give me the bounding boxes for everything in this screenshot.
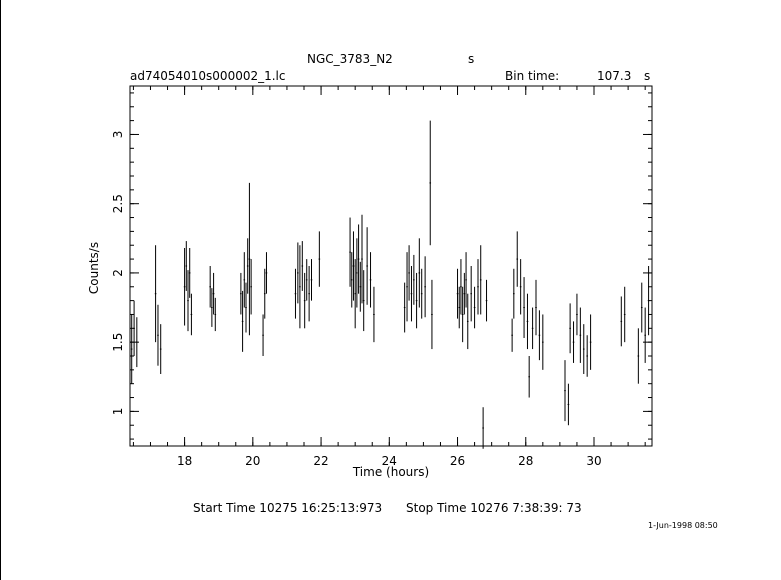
x-tick-label: 28 [518, 454, 533, 468]
bin-time-label: Bin time: [505, 69, 560, 83]
y-tick-label: 2 [111, 269, 125, 277]
y-tick-label: 3 [111, 131, 125, 139]
bin-time-value: 107.3 [597, 69, 632, 83]
x-tick-label: 18 [177, 454, 192, 468]
x-tick-label: 24 [382, 454, 397, 468]
x-tick-label: 30 [586, 454, 601, 468]
y-tick-label: 2.5 [111, 194, 125, 213]
y-tick-label: 1 [111, 408, 125, 416]
start-time: Start Time 10275 16:25:13:973 [193, 501, 383, 515]
timestamp: 1-Jun-1998 08:50 [648, 521, 718, 530]
axis-tick-labels: 18 20 22 24 26 28 30 1 1.5 2 2.5 3 [111, 131, 602, 468]
x-axis-label: Time (hours) [352, 465, 429, 479]
file-name: ad74054010s000002_1.lc [130, 69, 286, 83]
window-left-border [0, 0, 1, 580]
axis-ticks [130, 86, 652, 446]
plot-frame [129, 85, 653, 447]
bin-time-unit: s [644, 69, 651, 83]
y-tick-label: 1.5 [111, 333, 125, 352]
object-name: NGC_3783_N2 [307, 52, 393, 66]
x-tick-label: 26 [450, 454, 465, 468]
data-marks [130, 120, 650, 449]
stop-time: Stop Time 10276 7:38:39: 73 [406, 501, 582, 515]
x-tick-label: 22 [313, 454, 328, 468]
object-suffix: s [468, 52, 475, 66]
x-tick-label: 20 [245, 454, 260, 468]
y-axis-label: Counts/s [87, 242, 101, 294]
